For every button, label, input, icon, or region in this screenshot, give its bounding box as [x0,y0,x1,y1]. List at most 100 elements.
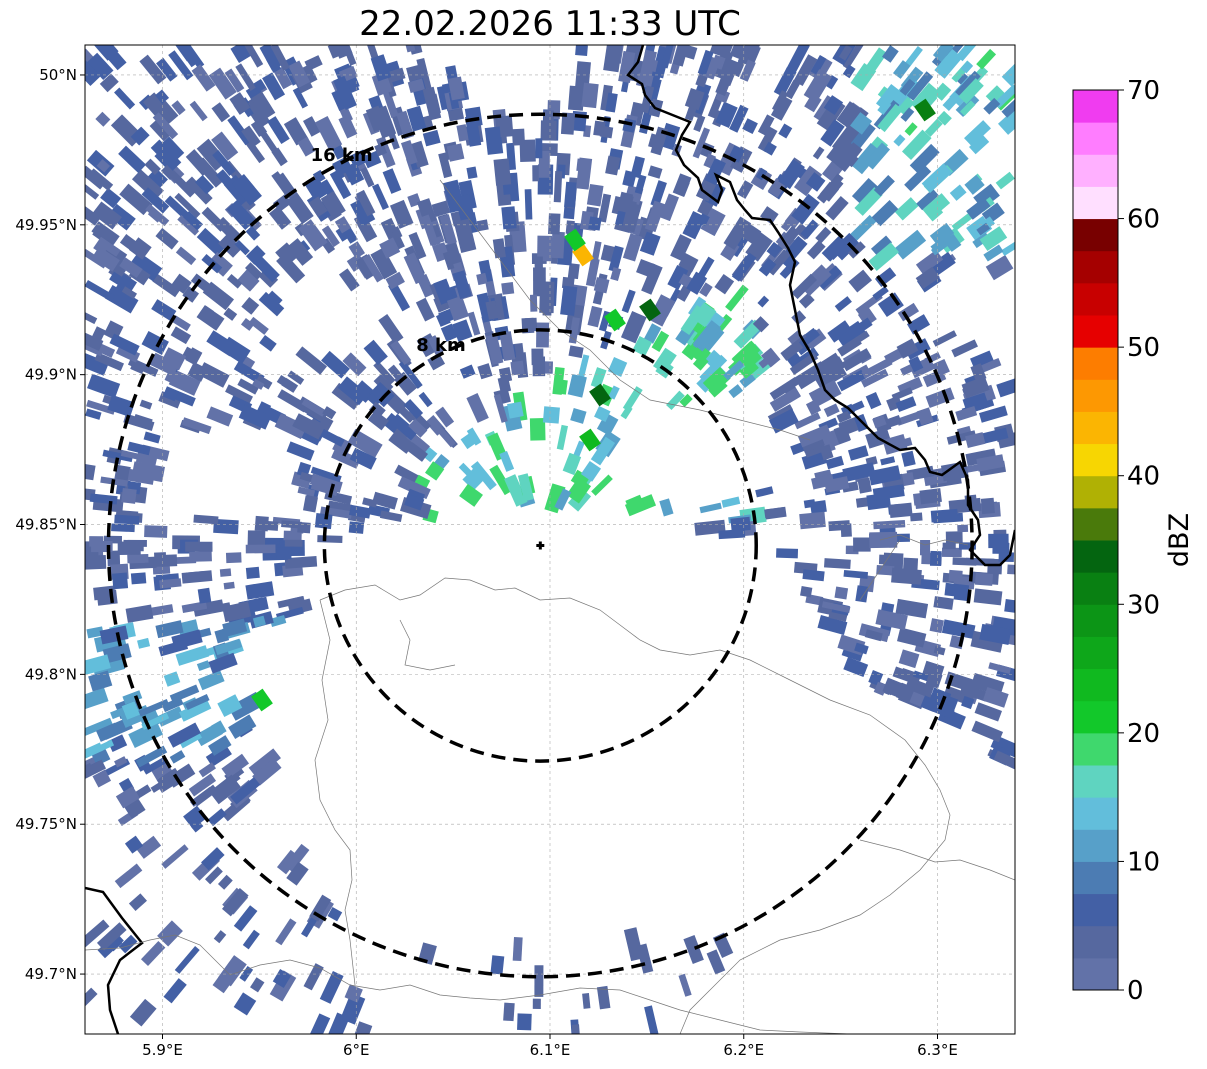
echo-cell [167,722,201,748]
echo-cell [464,115,482,147]
echo-cell [552,367,565,395]
echo-cell [941,547,962,558]
echo-cell [542,302,552,316]
echo-cell [961,695,975,710]
echo-cell [141,331,169,356]
echo-cell [922,368,947,388]
echo-cell [217,874,233,890]
echo-cell [960,100,976,116]
echo-cell [924,118,943,137]
echo-cell [543,110,554,126]
echo-cell [202,281,235,311]
echo-cell [532,356,546,377]
echo-cell [919,488,942,505]
echo-cell [702,366,731,395]
echo-cell [694,519,726,536]
echo-cell [467,311,481,336]
echo-cell [271,171,295,199]
echo-cell [476,219,489,232]
colorbar-tick-label: 40 [1127,462,1160,492]
echo-cell [793,54,818,87]
echo-cell [976,222,991,236]
echo-cell [906,314,931,335]
echo-cell [400,140,418,166]
lon-tick-label: 6.2°E [723,1041,764,1059]
echo-cell [593,277,610,294]
range-ring [106,112,974,979]
echo-cell [964,174,985,195]
echo-cell [484,126,504,155]
echo-cell [190,784,217,807]
echo-cell-strong [572,243,594,267]
echo-cell [921,163,953,193]
local-boundary [314,599,356,986]
echo-cell [396,110,415,140]
echo-cell [804,328,827,350]
echo-cell [161,554,178,567]
echo-cell-strong [914,98,936,122]
echo-cell [906,465,935,481]
echo-cell [575,45,588,57]
echo-cell [310,466,342,483]
echo-cell [568,317,581,344]
echo-cell [535,138,543,159]
echo-cell [823,403,840,418]
echo-cell [129,998,157,1027]
echo-cell [404,45,416,53]
echo-cell [303,116,321,137]
echo-cell [344,984,363,1003]
echo-cell [915,266,940,289]
echo-cell [766,241,783,258]
echo-cell [121,488,137,504]
echo-cell [794,412,821,430]
echo-cell [440,323,458,342]
echo-cell [404,493,425,511]
echo-cell [873,174,895,197]
echo-cell [958,78,984,104]
echo-cell [416,198,437,225]
echo-cell [622,386,643,412]
echo-cell [85,755,101,773]
echo-cell [285,192,314,225]
echo-cell [634,174,647,195]
echo-cell [843,569,869,579]
local-boundary [85,934,851,1034]
echo-cell [458,462,478,482]
echo-cell [916,188,939,211]
echo-cell [519,139,536,162]
echo-cell [85,464,96,481]
echo-cell [872,286,889,301]
echo-cell [925,387,955,408]
echo-cell [895,598,929,619]
echo-cell [510,360,525,376]
echo-cell [769,377,800,401]
echo-cell [208,67,237,100]
echo-cell [598,193,612,223]
echo-cell [119,183,153,216]
echo-cell [222,601,252,623]
echo-cell [121,701,141,720]
echo-cell [201,847,225,871]
echo-cell [85,56,101,87]
echo-cell [275,918,297,946]
echo-cell [174,946,200,974]
echo-cell [161,347,187,371]
echo-cell [370,54,392,82]
lat-tick-label: 49.8°N [25,665,77,683]
echo-cell [904,164,932,192]
echo-cell [267,116,290,145]
echo-cell [942,542,956,550]
echo-cell [100,45,127,71]
echo-cell [893,134,906,147]
echo-cell [757,126,778,153]
echo-cell [988,533,1009,549]
echo-cell [791,273,818,300]
echo-cell [982,427,1009,444]
local-boundary [879,534,969,546]
echo-cell [494,295,505,320]
echo-cell [85,717,113,736]
echo-cell [86,399,116,415]
echo-cell [88,670,113,692]
colorbar-cell [1073,122,1118,155]
echo-cell [891,567,922,585]
